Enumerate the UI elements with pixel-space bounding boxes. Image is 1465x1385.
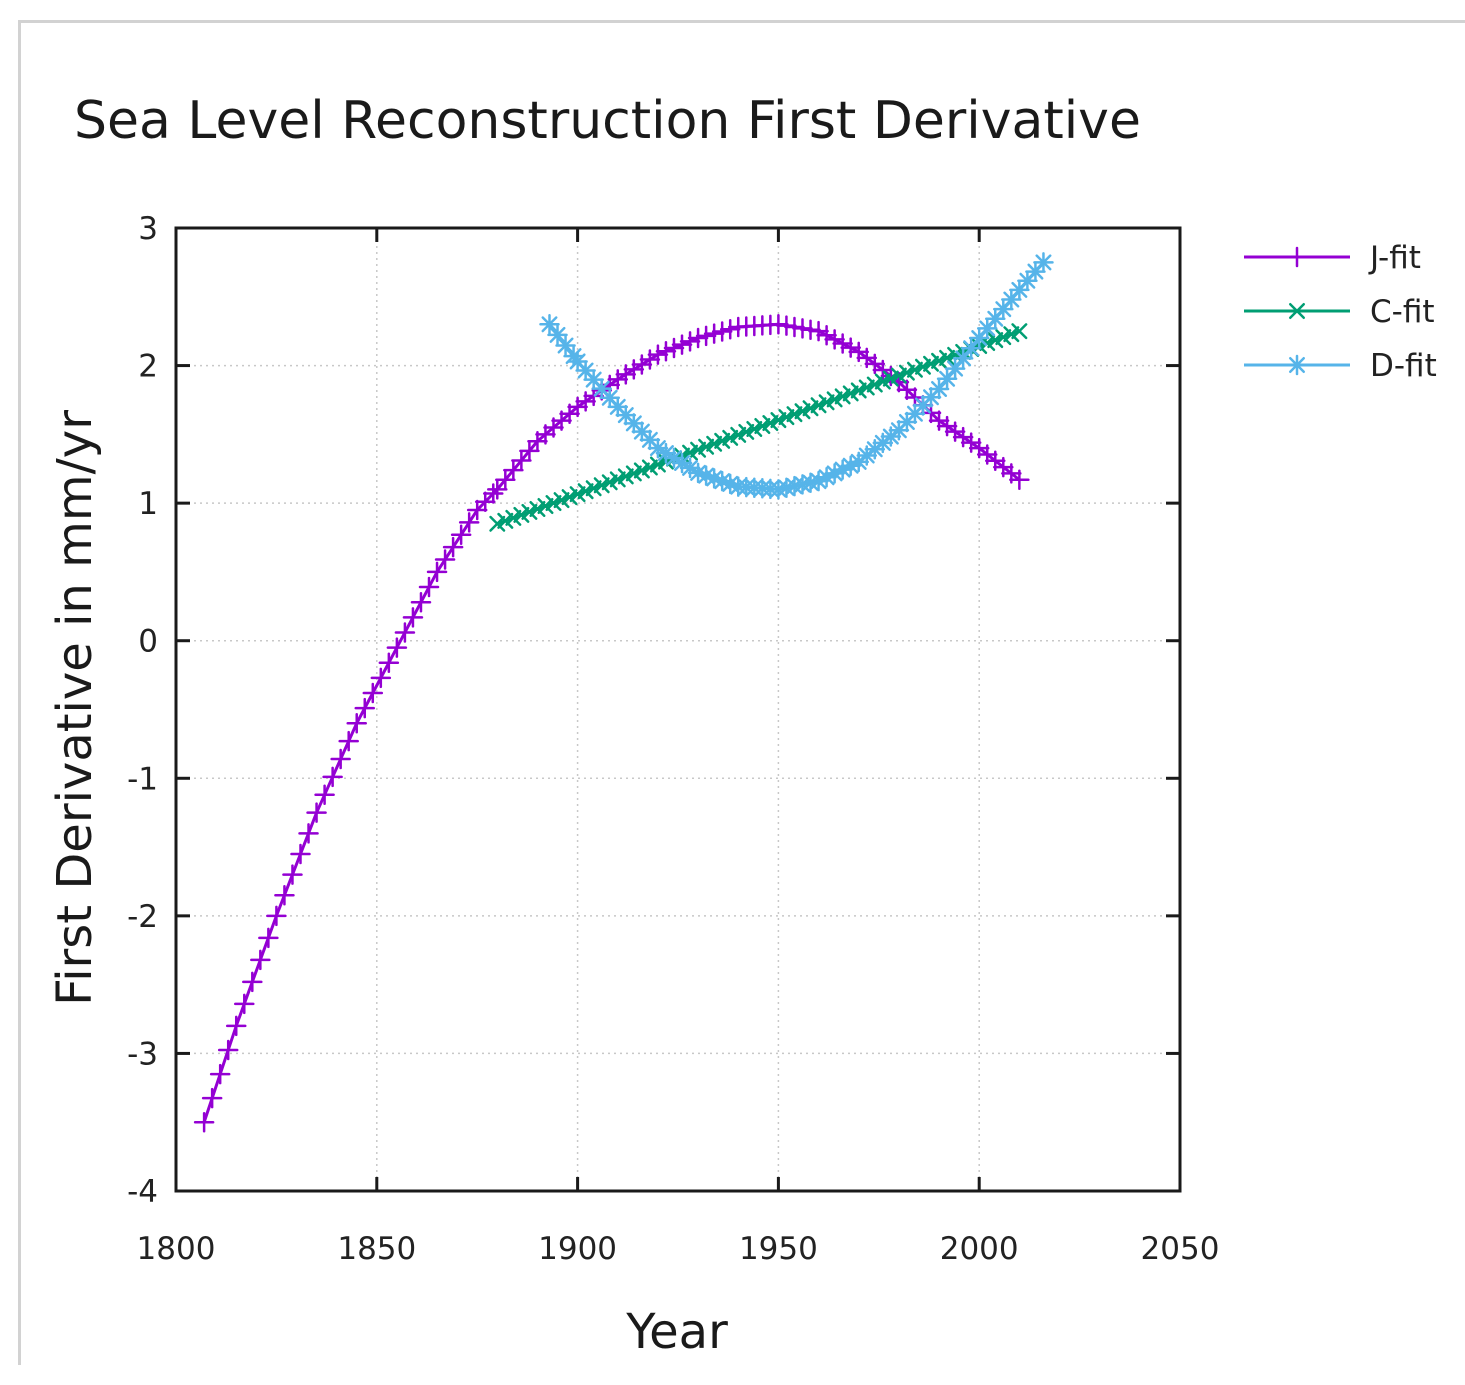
series-markers [193,314,1030,1133]
legend-label: C-fit [1370,294,1435,330]
x-tick-label: 1800 [137,1231,216,1267]
series-markers [539,252,1054,500]
x-tick-label: 2050 [1141,1231,1220,1267]
x-tick-labels: 1800 1850 1900 1950 2000 2050 [137,1231,1220,1267]
series-layer [193,252,1054,1133]
series-d-fit [539,252,1054,500]
axis-ticks [174,226,1182,1193]
figure-frame [18,20,1465,1365]
legend-item-c-fit: C-fit [1244,294,1435,330]
y-tick-label: -4 [127,1174,158,1210]
x-tick-label: 1850 [337,1231,416,1267]
y-axis-label: First Derivative in mm/yr [47,410,103,1006]
legend-item-j-fit: J-fit [1244,240,1421,276]
x-tick-label: 1950 [739,1231,818,1267]
y-tick-label: -3 [127,1036,158,1072]
legend-label: J-fit [1368,240,1421,276]
y-tick-label: 2 [138,349,158,385]
legend: J-fit C-fit D-fit [1244,240,1437,384]
y-tick-label: -1 [127,761,158,797]
x-tick-label: 1900 [538,1231,617,1267]
legend-item-d-fit: D-fit [1244,348,1437,384]
y-tick-labels: -4 -3 -2 -1 0 1 2 3 [127,211,158,1210]
y-tick-label: 3 [138,211,158,247]
series-j-fit [193,314,1030,1133]
x-tick-label: 2000 [940,1231,1019,1267]
chart-title: Sea Level Reconstruction First Derivativ… [74,91,1141,151]
y-tick-label: 0 [138,624,158,660]
plot-frame [174,226,1182,1193]
grid [175,227,1181,1192]
legend-label: D-fit [1370,348,1437,384]
y-tick-label: -2 [127,899,158,935]
x-axis-label: Year [625,1304,728,1360]
y-tick-label: 1 [138,486,158,522]
